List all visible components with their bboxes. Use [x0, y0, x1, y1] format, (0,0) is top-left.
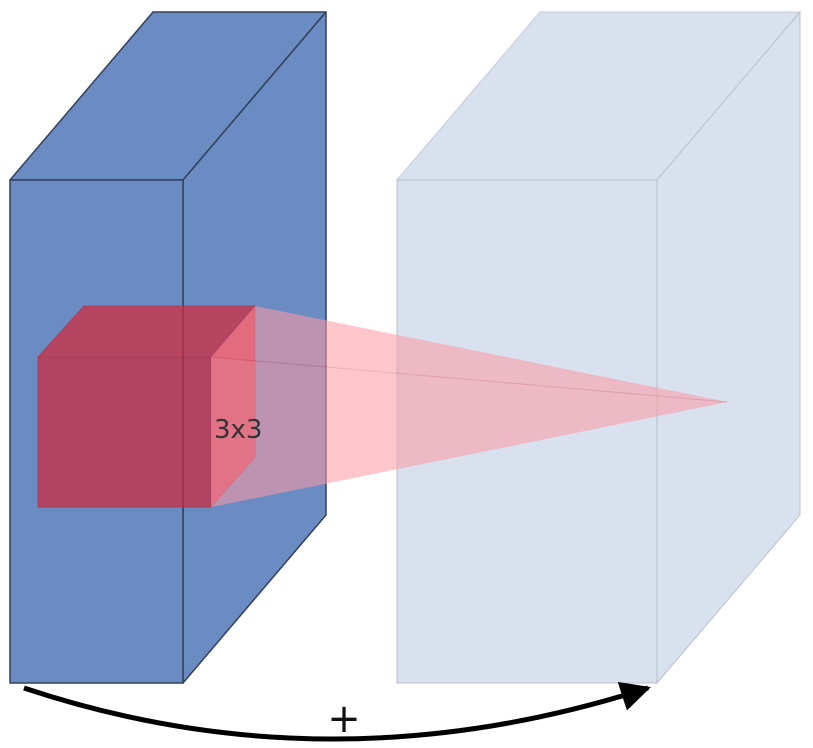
residual-arrow [23, 681, 651, 742]
plus-label: + [327, 696, 361, 742]
kernel-front-face [37, 356, 212, 508]
projection-face-side [211, 306, 727, 507]
projection-cone [210, 306, 728, 507]
kernel-size-label: 3x3 [214, 415, 262, 445]
output-feature-block [395, 10, 802, 685]
projection-edge [210, 356, 728, 403]
